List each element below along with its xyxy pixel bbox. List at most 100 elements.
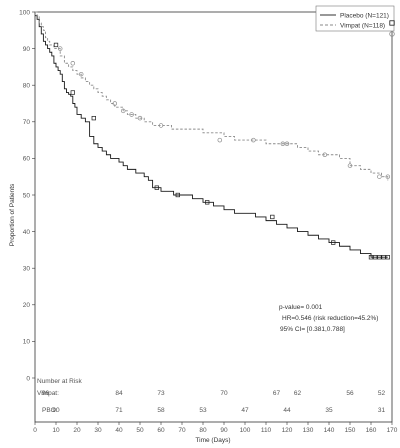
risk-value-pbo: 35 — [325, 407, 333, 414]
x-tick-label: 100 — [240, 427, 251, 434]
y-tick-label: 40 — [23, 229, 31, 236]
vimpat-censor-mark — [217, 137, 223, 143]
risk-value-vimpat: 52 — [378, 390, 386, 397]
x-tick-label: 20 — [73, 427, 81, 434]
placebo-censor-mark — [385, 255, 390, 260]
vimpat-censor-mark — [251, 137, 256, 143]
vimpat-censor-mark — [280, 141, 286, 147]
legend-vimpat-label: Vimpat (N=118) — [340, 23, 385, 30]
y-tick-label: 100 — [19, 9, 30, 16]
placebo-censor-mark — [53, 42, 59, 48]
placebo-censor-mark — [381, 255, 386, 260]
y-tick-label: 50 — [23, 192, 31, 199]
placebo-censor-mark — [91, 115, 96, 121]
placebo-censor-mark — [205, 200, 210, 205]
risk-value-pbo: 90 — [52, 407, 60, 414]
risk-table-title: Number at Risk — [37, 378, 83, 385]
vimpat-censor-mark — [57, 46, 63, 51]
y-tick-label: 90 — [23, 46, 31, 53]
x-tick-label: 90 — [220, 427, 228, 434]
x-tick-label: 50 — [136, 427, 144, 434]
risk-value-pbo: 58 — [157, 407, 165, 414]
risk-value-pbo: 71 — [115, 407, 123, 414]
vimpat-censor-mark — [129, 112, 134, 117]
risk-table: Number at Risk Vimpat: PBO: 96 84 73 70 67 62… — [37, 378, 385, 414]
x-tick-label: 40 — [115, 427, 123, 434]
placebo-censor-mark — [175, 192, 180, 198]
risk-value-vimpat: 62 — [294, 390, 302, 397]
x-tick-label: 70 — [178, 427, 186, 434]
placebo-edge-marker — [389, 20, 395, 26]
x-axis-title: Time (Days) — [195, 437, 230, 444]
placebo-censor-mark — [154, 185, 159, 190]
x-tick-label: 110 — [261, 427, 272, 434]
x-tick-label: 150 — [345, 427, 356, 434]
placebo-censor-mark — [70, 90, 75, 95]
y-tick-label: 60 — [23, 156, 31, 163]
y-axis-title: Proportion of Patients — [9, 183, 16, 246]
legend: Placebo (N=121) Vimpat (N=118) — [315, 5, 395, 32]
risk-row-pbo-label: PBO: — [42, 407, 58, 414]
ci-text: 95% CI= [0.381,0.788] — [280, 326, 345, 333]
stats-annotation: p-value= 0.001 HR=0.546 (risk reduction=… — [279, 304, 378, 333]
risk-value-vimpat: 56 — [346, 390, 354, 397]
legend-box — [315, 5, 395, 32]
vimpat-edge-marker — [389, 31, 395, 37]
risk-value-vimpat: 67 — [273, 390, 281, 397]
x-tick-label: 60 — [157, 427, 165, 434]
x-tick-label: 170 — [387, 427, 398, 434]
risk-values: 96 84 73 70 67 62 56 52 90 71 58 53 47 44 35 31 — [42, 390, 386, 414]
vimpat-censor-mark — [158, 123, 164, 128]
x-tick-label: 80 — [199, 427, 207, 434]
placebo-censor-mark — [331, 240, 336, 245]
x-tick-label: 160 — [366, 427, 377, 434]
risk-value-pbo: 44 — [283, 407, 291, 414]
risk-value-vimpat: 70 — [220, 390, 228, 397]
y-tick-label: 80 — [23, 83, 31, 90]
risk-value-pbo: 53 — [199, 407, 207, 414]
vimpat-curve — [35, 11, 389, 181]
vimpat-censor-mark — [112, 101, 118, 106]
vimpat-censor-mark — [284, 141, 290, 147]
risk-value-pbo: 31 — [378, 407, 386, 414]
x-tick-label: 140 — [324, 427, 335, 434]
y-tick-label: 0 — [26, 375, 30, 382]
vimpat-censor-mark — [385, 174, 391, 179]
risk-value-pbo: 47 — [241, 407, 249, 414]
y-tick-label: 70 — [23, 119, 31, 126]
risk-value-vimpat: 96 — [42, 390, 50, 397]
placebo-censor-mark — [373, 255, 378, 260]
vimpat-censor-mark — [137, 115, 143, 121]
placebo-censor-mark — [377, 255, 382, 260]
x-tick-label: 30 — [94, 427, 102, 434]
vimpat-censor-mark — [78, 71, 84, 77]
placebo-curve — [35, 15, 388, 258]
y-axis-ticks: 0 10 20 30 40 50 60 70 80 90 100 — [19, 9, 35, 382]
risk-row-vimpat-label: Vimpat: — [37, 390, 59, 397]
placebo-censor-mark — [270, 214, 275, 220]
right-edge-markers — [389, 20, 395, 37]
vimpat-censor-mark — [347, 163, 353, 168]
vimpat-censor-mark — [322, 152, 328, 157]
placebo-censor-mark — [368, 255, 374, 260]
x-axis-ticks: 0 10 20 30 40 50 60 70 80 90 100 110 120 130 140 150 160… — [33, 422, 398, 434]
vimpat-censor-mark — [377, 174, 382, 179]
risk-value-vimpat: 73 — [157, 390, 165, 397]
hr-text: HR=0.546 (risk reduction=45.2%) — [282, 315, 378, 322]
axes — [34, 11, 393, 423]
vimpat-censor-mark — [120, 108, 126, 114]
risk-value-vimpat: 84 — [115, 390, 123, 397]
y-tick-label: 20 — [23, 302, 31, 309]
y-tick-label: 10 — [23, 339, 31, 346]
x-tick-label: 10 — [52, 427, 60, 434]
plot-frame — [34, 11, 393, 423]
x-tick-label: 120 — [282, 427, 293, 434]
vimpat-censor-mark — [70, 60, 76, 66]
series-layer — [35, 11, 389, 258]
x-tick-label: 130 — [303, 427, 314, 434]
y-tick-label: 30 — [23, 266, 31, 273]
legend-placebo-label: Placebo (N=121) — [340, 13, 389, 20]
x-tick-label: 0 — [33, 427, 37, 434]
